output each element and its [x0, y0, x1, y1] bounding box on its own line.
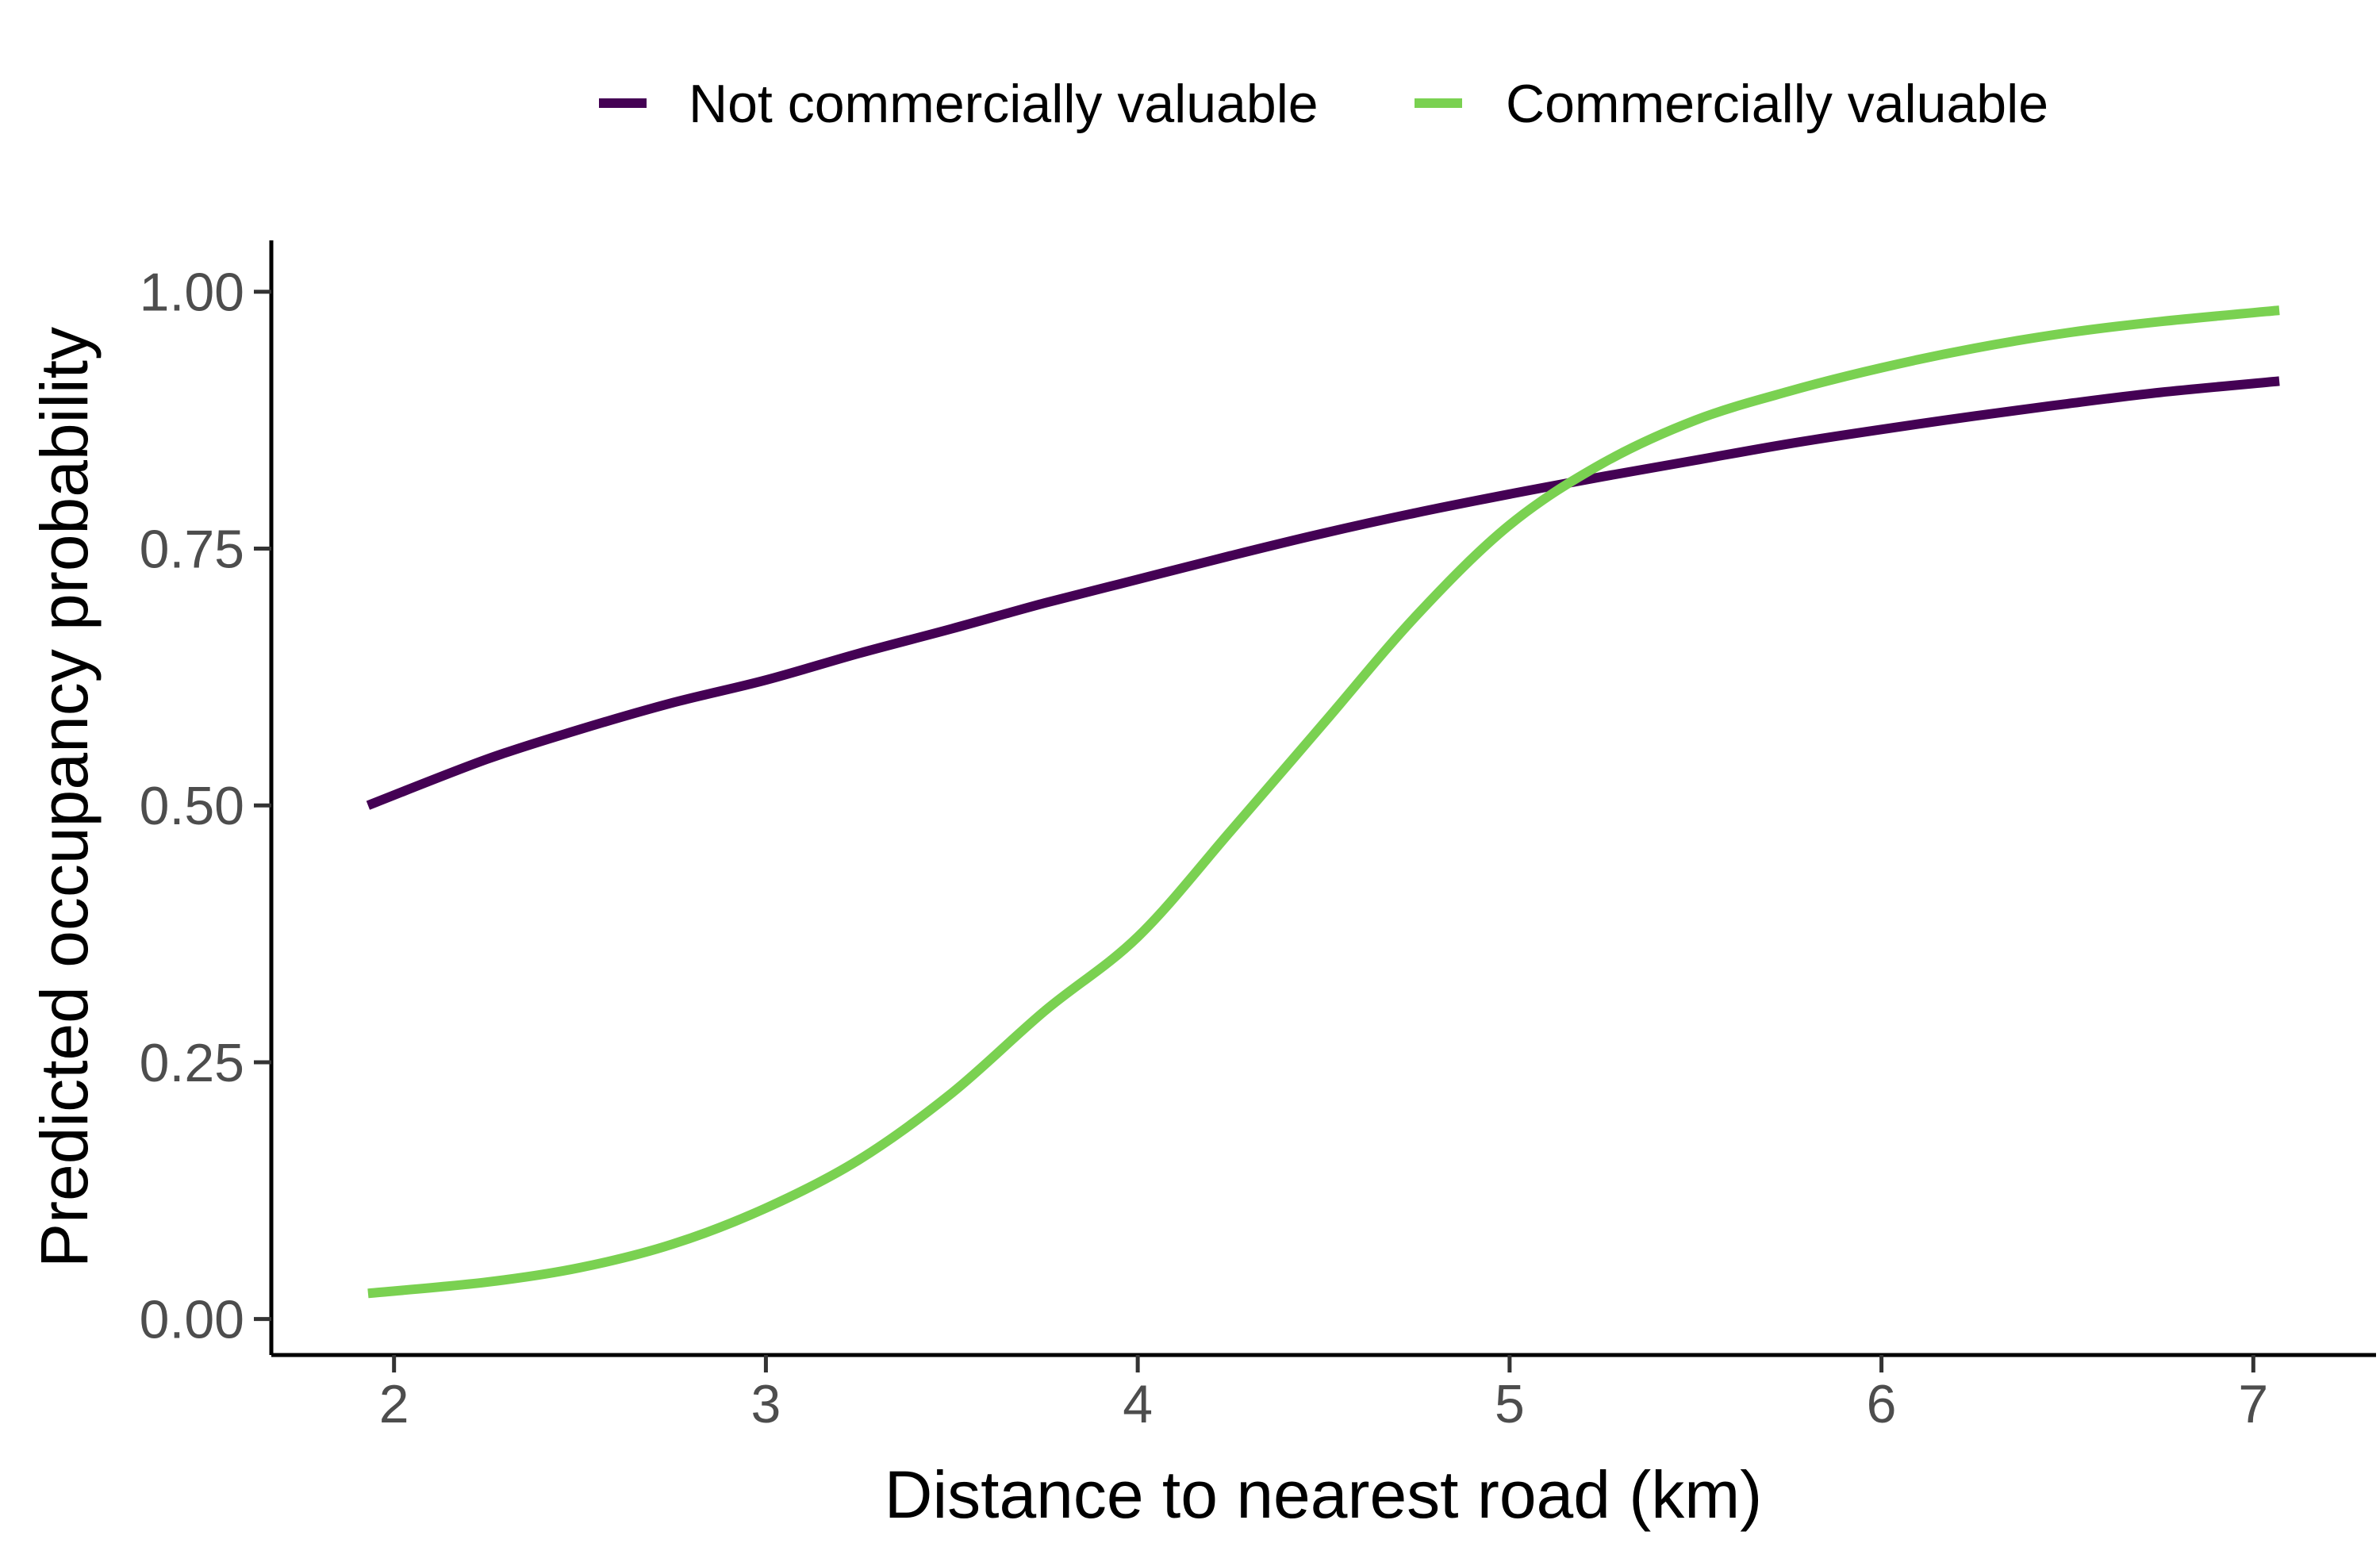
y-tick-label: 0.75	[140, 519, 244, 579]
legend-label-1: Commercially valuable	[1506, 74, 2048, 134]
x-tick-label: 4	[1123, 1374, 1153, 1434]
x-tick-label: 3	[750, 1374, 781, 1434]
series-line-1	[367, 305, 2280, 1299]
legend: Not commercially valuable Commercially va…	[599, 74, 2048, 134]
axes	[269, 240, 2376, 1357]
x-tick-label: 2	[379, 1374, 409, 1434]
y-ticks: 0.00 0.25 0.50 0.75 1.00	[140, 263, 271, 1350]
y-tick-label: 0.50	[140, 776, 244, 836]
x-ticks: 2 3 4 5 6 7	[379, 1355, 2268, 1434]
y-tick-label: 0.00	[140, 1290, 244, 1350]
series-line-0	[366, 376, 2280, 810]
x-axis-title: Distance to nearest road (km)	[885, 1457, 1762, 1532]
y-tick-label: 0.25	[140, 1033, 244, 1093]
x-tick-label: 5	[1495, 1374, 1525, 1434]
x-tick-label: 7	[2238, 1374, 2268, 1434]
plot-lines	[366, 305, 2280, 1299]
y-axis-title: Predicted occupancy probability	[27, 327, 102, 1268]
y-tick-label: 1.00	[140, 263, 244, 323]
legend-label-0: Not commercially valuable	[689, 74, 1319, 134]
x-tick-label: 6	[1867, 1374, 1897, 1434]
